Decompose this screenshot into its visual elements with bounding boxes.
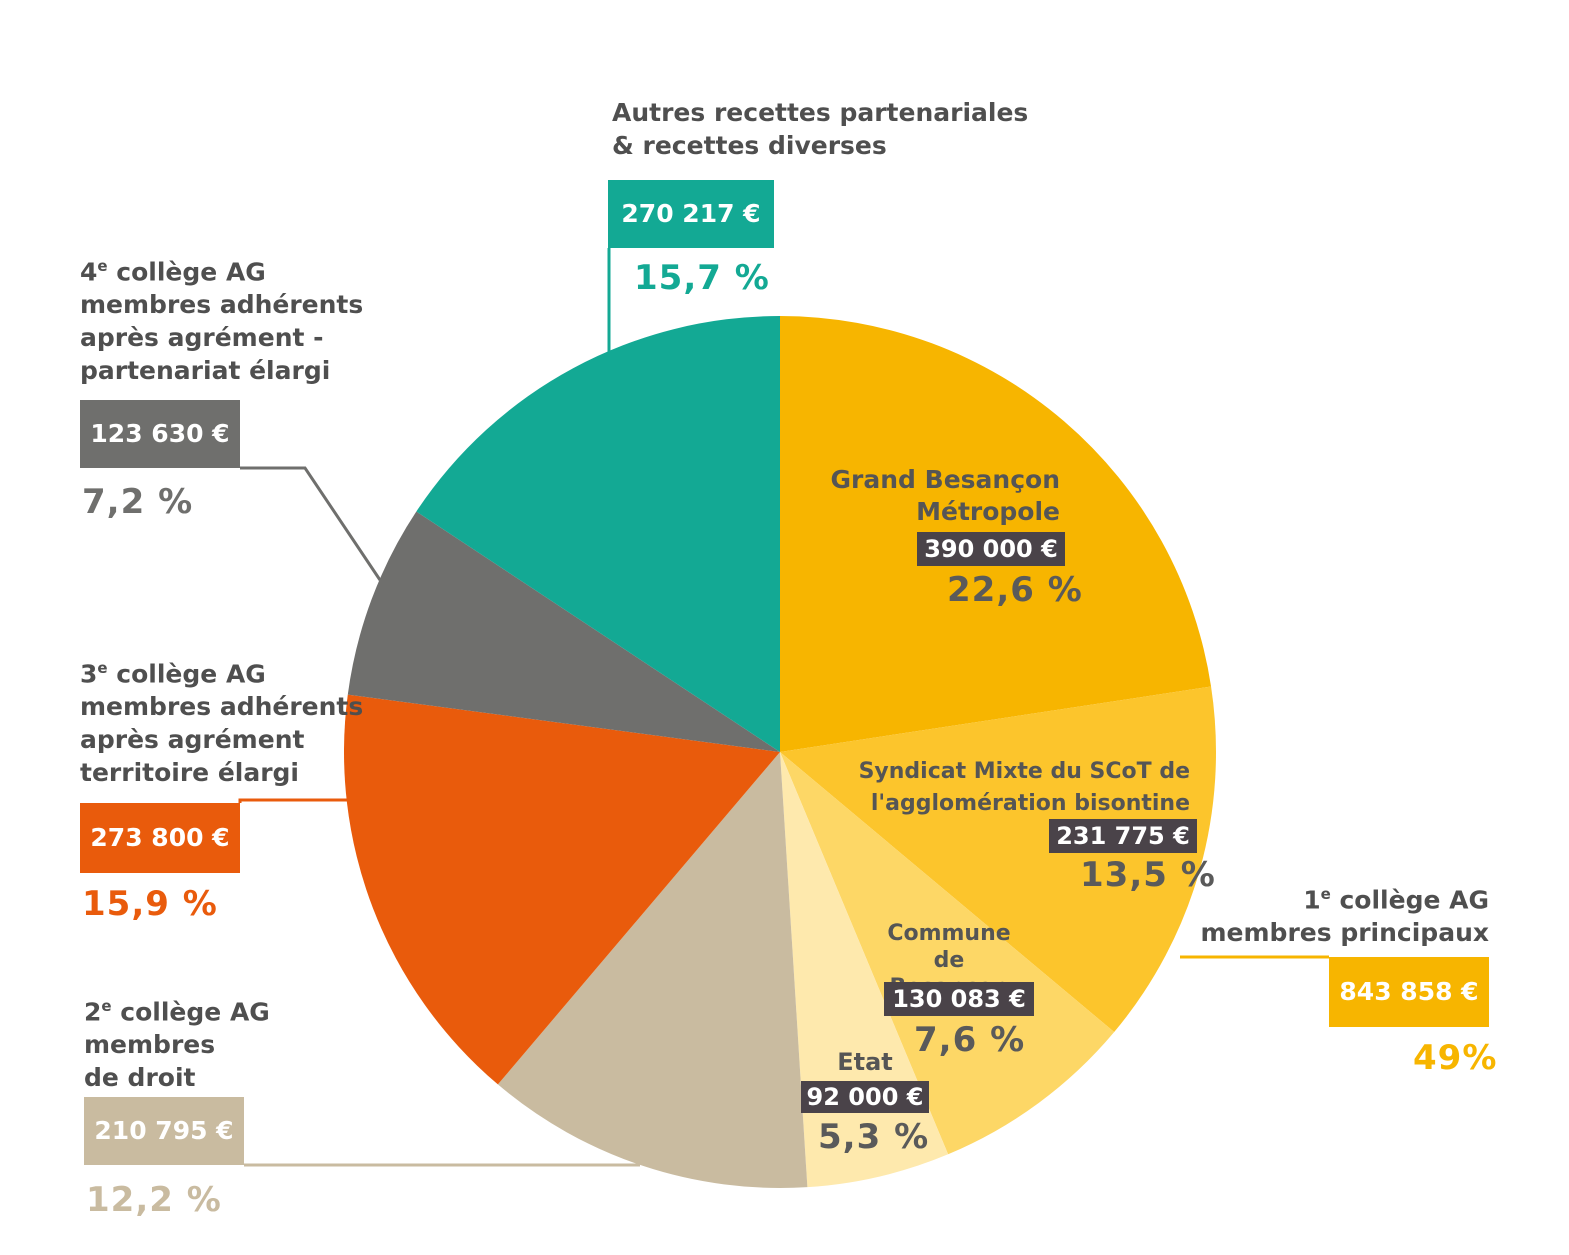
percent-2e-college: 12,2 %	[86, 1180, 222, 1220]
amount-box-3e-college: 273 800 €	[80, 803, 240, 873]
label-syndicat-mixte: Syndicat Mixte du SCoT de l'agglomératio…	[858, 759, 1190, 816]
percent-1e-college: 49%	[1413, 1038, 1498, 1078]
percent-grand-besancon: 22,6 %	[947, 570, 1083, 610]
pie-slice-6	[347, 511, 780, 752]
percent-3e-college: 15,9 %	[82, 884, 218, 924]
label-1e-college: 1e collège AG membres principaux	[1200, 885, 1490, 948]
amount-box-1e-college: 843 858 €	[1329, 957, 1489, 1027]
leader-4e-college	[240, 466, 382, 581]
pie-slice-2	[780, 752, 1115, 1155]
amount-box-2e-college: 210 795 €	[84, 1097, 244, 1165]
leader-3e-college	[238, 798, 350, 803]
amount-box-etat: 92 000 €	[801, 1081, 929, 1113]
label-autres-recettes: Autres recettes partenariales & recettes…	[612, 98, 1029, 160]
pie-slice-3	[780, 752, 949, 1188]
percent-syndicat-mixte: 13,5 %	[1080, 855, 1216, 895]
pie-slice-4	[497, 752, 808, 1189]
percent-etat: 5,3 %	[818, 1117, 930, 1157]
amount-box-syndicat-mixte: 231 775 €	[1049, 819, 1197, 853]
percent-4e-college: 7,2 %	[82, 482, 194, 522]
label-etat: Etat	[837, 1048, 893, 1076]
pie-slice-7	[416, 316, 780, 752]
amount-box-commune-besancon: 130 083 €	[884, 982, 1034, 1016]
amount-box-autres-recettes: 270 217 €	[608, 180, 774, 248]
label-2e-college: 2e collège AG membres de droit	[84, 997, 270, 1093]
pie-slice-5	[344, 694, 780, 1085]
percent-autres-recettes: 15,7 %	[634, 258, 770, 298]
pie-slice-1	[780, 686, 1216, 1033]
label-4e-college: 4e collège AG membres adhérents après ag…	[80, 257, 364, 386]
amount-box-grand-besancon: 390 000 €	[917, 532, 1065, 566]
label-3e-college: 3e collège AG membres adhérents après ag…	[80, 659, 364, 788]
amount-box-4e-college: 123 630 €	[80, 400, 240, 468]
label-grand-besancon: Grand Besançon Métropole	[830, 465, 1060, 526]
percent-commune-besancon: 7,6 %	[914, 1020, 1026, 1060]
